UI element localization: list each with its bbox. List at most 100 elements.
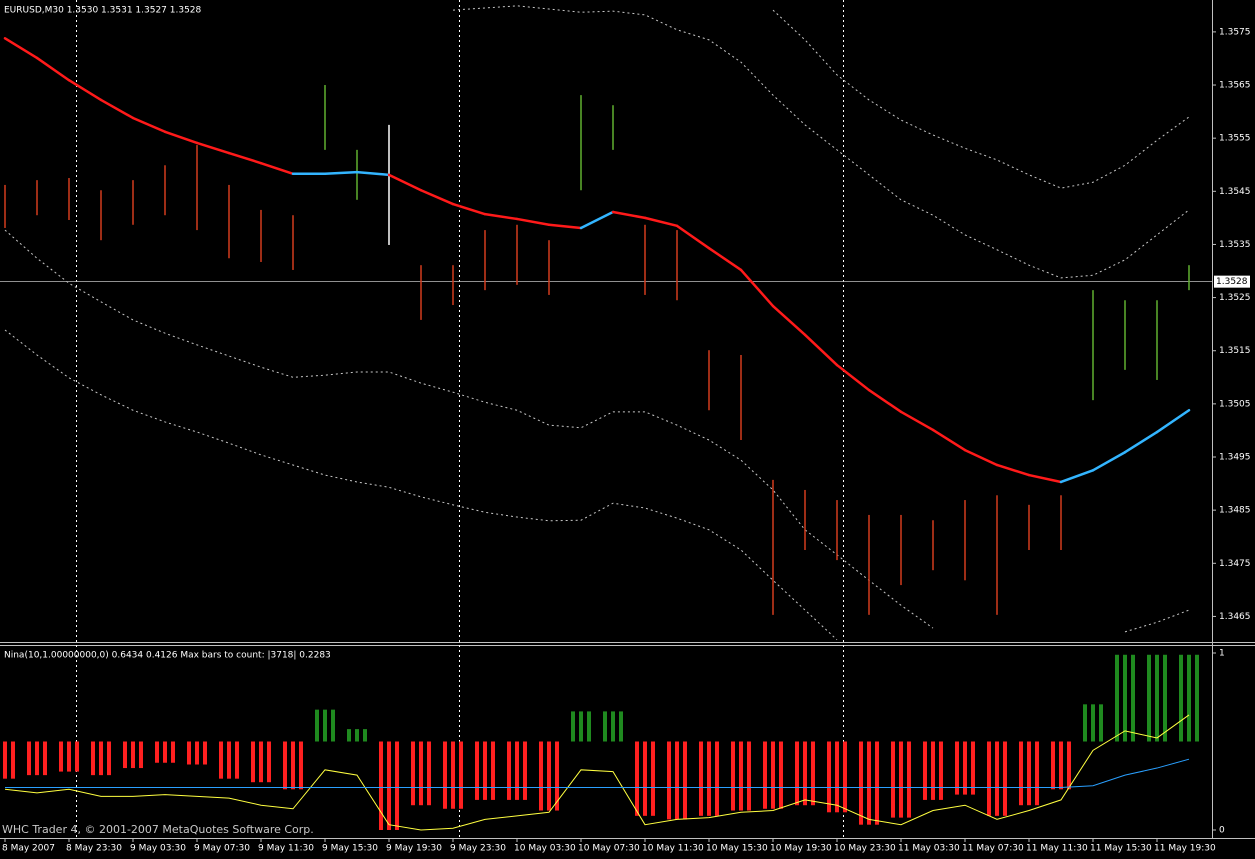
histogram-bar <box>315 709 319 742</box>
histogram-bar <box>331 709 335 742</box>
envelope-line <box>452 5 1190 279</box>
histogram-bar <box>523 741 527 800</box>
moving-average-segment <box>515 217 551 227</box>
moving-average-segment <box>387 173 423 192</box>
moving-average-segment <box>707 246 743 272</box>
x-tick-label: 10 May 15:30 <box>706 844 768 854</box>
histogram-bar <box>75 741 79 772</box>
histogram-bar <box>811 741 815 806</box>
moving-average-segment <box>259 161 295 176</box>
moving-average-segment <box>323 170 359 176</box>
histogram-bar <box>419 741 423 806</box>
histogram-bar <box>259 741 263 783</box>
indicator-header: Nina(10,1.00000000,0) 0.6434 0.4126 Max … <box>4 651 331 661</box>
histogram-bar <box>155 741 159 763</box>
histogram-bar <box>379 741 383 830</box>
histogram-bar <box>11 741 15 779</box>
histogram-bar <box>675 741 679 820</box>
price-panel: 1.3575 1.3565 1.3555 1.3545 1.3535 1.3525 1.35… <box>0 5 1251 641</box>
moving-average-segment <box>771 304 807 337</box>
moving-average-segment <box>451 202 487 216</box>
moving-average-segment <box>835 363 871 392</box>
histogram-bar <box>123 741 127 769</box>
histogram-bar <box>939 741 943 800</box>
histogram-bar <box>715 741 719 816</box>
x-tick-label: 10 May 19:30 <box>770 844 832 854</box>
moving-average-segment <box>739 268 775 308</box>
histogram-bar <box>99 741 103 776</box>
histogram-bar <box>747 741 751 811</box>
histogram-bar <box>731 741 735 811</box>
histogram-bar <box>387 741 391 830</box>
moving-average-segment <box>1091 450 1127 472</box>
histogram-bar <box>955 741 959 795</box>
histogram-bar <box>267 741 271 783</box>
moving-average-segment <box>99 98 135 120</box>
histogram-bar <box>771 741 775 809</box>
x-tick-label: 10 May 03:30 <box>514 844 576 854</box>
histogram-bar <box>43 741 47 776</box>
histogram-bar <box>291 741 295 790</box>
y-tick-label: 1.3515 <box>1219 346 1251 356</box>
moving-average-segment <box>67 78 103 102</box>
histogram-bar <box>1035 741 1039 806</box>
x-tick-label: 9 May 23:30 <box>450 844 506 854</box>
histogram-bar <box>1179 654 1183 742</box>
moving-average-segment <box>611 210 647 220</box>
histogram-bar <box>491 741 495 800</box>
x-tick-label: 11 May 11:30 <box>1026 844 1088 854</box>
histogram-bar <box>1131 654 1135 742</box>
histogram-bar <box>899 741 903 818</box>
histogram-bar <box>1187 654 1191 742</box>
y-tick-label: 1.3565 <box>1219 81 1251 91</box>
y-tick-label: 1.3525 <box>1219 293 1251 303</box>
y-tick-label: 1.3535 <box>1219 240 1251 250</box>
moving-average-segment <box>867 388 903 414</box>
moving-average-segment <box>163 130 199 145</box>
moving-average-segment <box>675 224 711 250</box>
histogram-bar <box>323 709 327 742</box>
histogram-bar <box>1083 704 1087 742</box>
x-tick-label: 9 May 03:30 <box>130 844 186 854</box>
histogram-bar <box>587 711 591 742</box>
y-tick-label: 1.3575 <box>1219 27 1251 37</box>
envelope-line <box>4 229 1190 633</box>
histogram-bar <box>651 741 655 816</box>
histogram-bar <box>603 711 607 742</box>
histogram-bar <box>171 741 175 763</box>
moving-average-segment <box>1123 430 1159 454</box>
histogram-bar <box>67 741 71 772</box>
last-price-label: 1.3528 <box>1216 277 1248 287</box>
histogram-bar <box>763 741 767 809</box>
histogram-bar <box>579 711 583 742</box>
histogram-bar <box>859 741 863 825</box>
histogram-bar <box>971 741 975 795</box>
histogram-bar <box>875 741 879 825</box>
histogram-bar <box>1027 741 1031 806</box>
histogram-bar <box>395 741 399 830</box>
x-tick-label: 9 May 07:30 <box>194 844 250 854</box>
histogram-bar <box>1067 741 1071 790</box>
histogram-bar <box>355 729 359 742</box>
histogram-bar <box>427 741 431 806</box>
histogram-bar <box>931 741 935 800</box>
histogram-bar <box>203 741 207 765</box>
y-tick-label: 1.3495 <box>1219 453 1251 463</box>
histogram-bar <box>827 741 831 813</box>
moving-average-segment <box>803 333 839 367</box>
histogram-bar <box>3 741 7 779</box>
histogram-bar <box>475 741 479 800</box>
y-tick-label: 1.3465 <box>1219 612 1251 622</box>
moving-average-segment <box>1155 408 1191 434</box>
histogram-bar <box>571 711 575 742</box>
histogram-bar <box>1163 654 1167 742</box>
histogram-bar <box>803 741 807 806</box>
histogram-bar <box>1019 741 1023 806</box>
histogram-bar <box>59 741 63 772</box>
histogram-bar <box>1003 741 1007 816</box>
histogram-bar <box>611 711 615 742</box>
histogram-bar <box>539 741 543 811</box>
moving-average-segment <box>419 188 455 206</box>
